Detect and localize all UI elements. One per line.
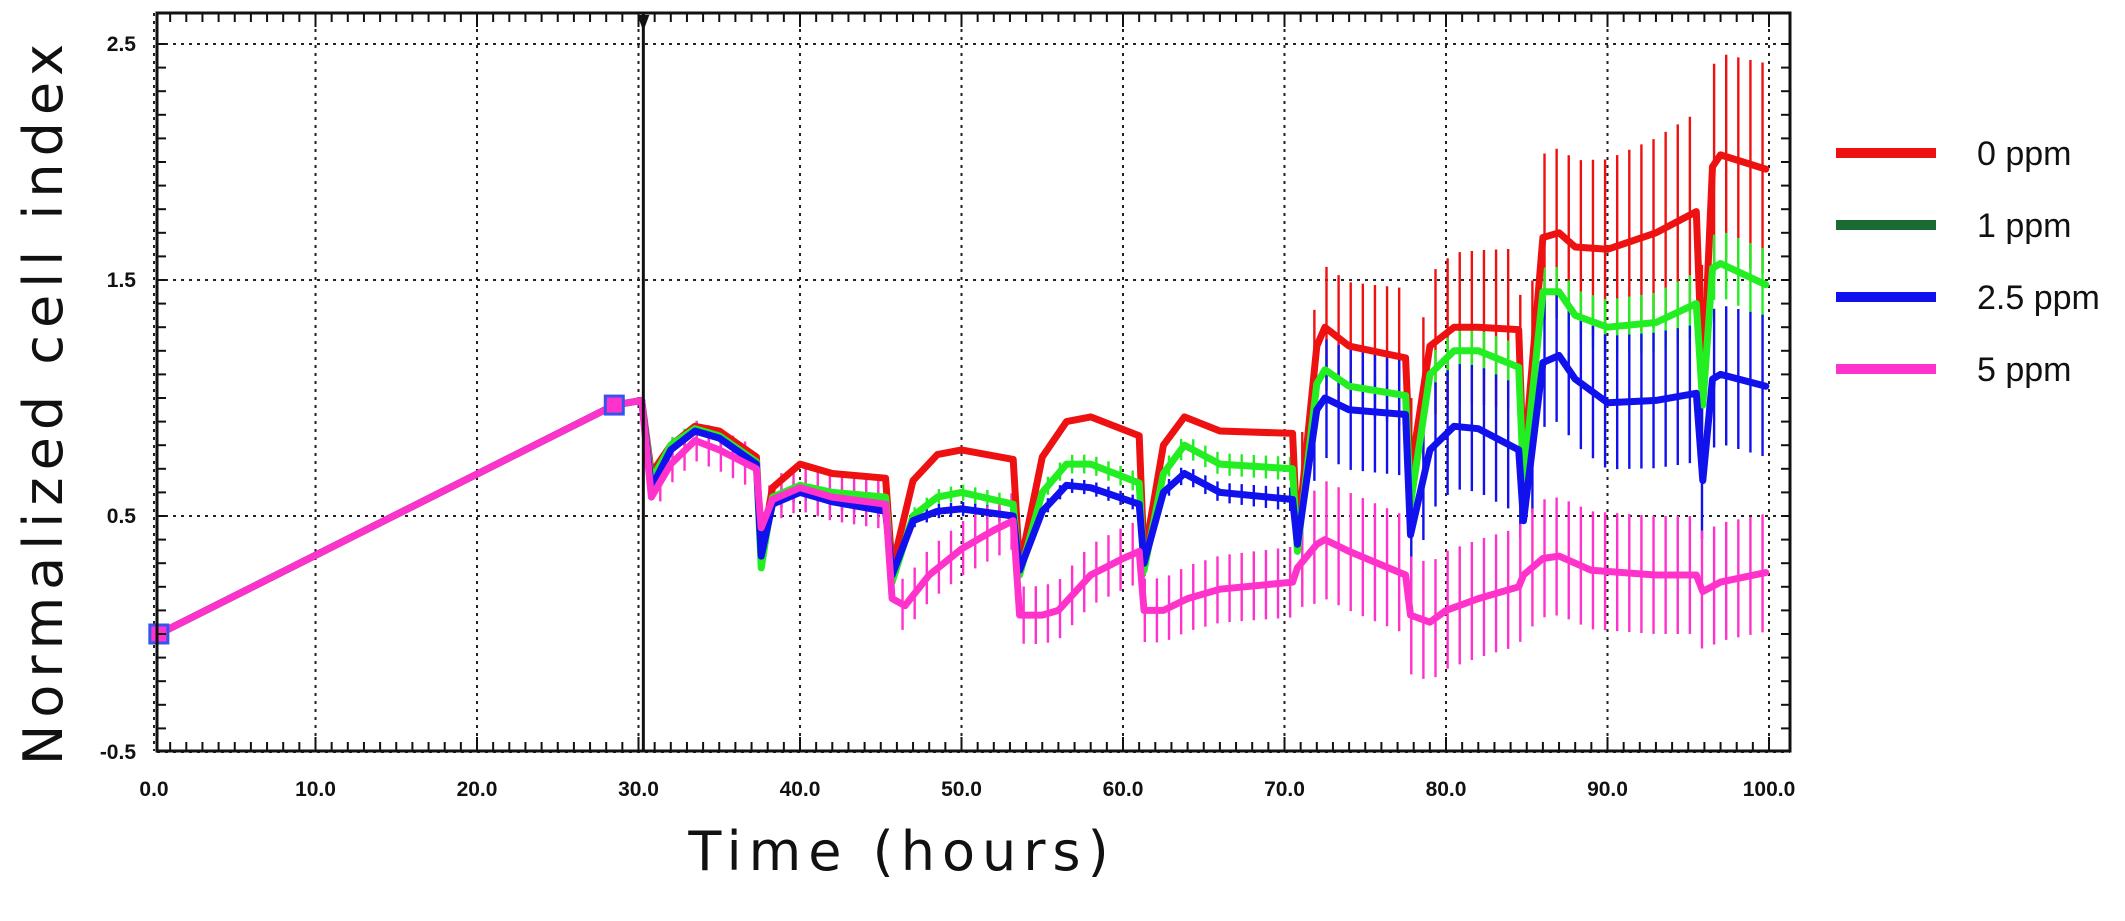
plot-frame xyxy=(155,11,1792,753)
x-axis-ticks: 0.0 10.0 20.0 30.0 40.0 50.0 60.0 70.0 80.0 90.0 1… xyxy=(139,778,1795,801)
x-tick-label: 70.0 xyxy=(1264,778,1305,801)
y-tick-label: 1.5 xyxy=(107,269,137,292)
legend-label: 2.5 ppm xyxy=(1977,279,2100,317)
legend-label: 5 ppm xyxy=(1977,351,2072,389)
error-bars xyxy=(646,54,1764,679)
y-axis-ticks: 2.5 1.5 0.5 -0.5 xyxy=(100,33,137,764)
x-tick-label: 0.0 xyxy=(139,778,168,801)
legend: 0 ppm 1 ppm 2.5 ppm 5 ppm xyxy=(1836,135,2100,389)
legend-label: 0 ppm xyxy=(1977,135,2072,173)
data-marker xyxy=(603,394,625,416)
y-tick-label: 0.5 xyxy=(107,505,137,528)
event-marker xyxy=(637,15,650,31)
x-tick-label: 80.0 xyxy=(1426,778,1467,801)
grid xyxy=(153,13,1790,753)
x-tick-label: 100.0 xyxy=(1743,778,1796,801)
x-tick-label: 50.0 xyxy=(941,778,982,801)
x-tick-label: 60.0 xyxy=(1103,778,1144,801)
series-line xyxy=(155,352,1770,638)
x-axis-title: Time (hours) xyxy=(687,820,1115,883)
y-tick-label: -0.5 xyxy=(100,741,137,764)
series-line xyxy=(155,260,1770,638)
y-axis-title: Normalized cell index xyxy=(12,37,75,765)
x-tick-label: 40.0 xyxy=(780,778,821,801)
x-tick-label: 90.0 xyxy=(1587,778,1628,801)
annotation xyxy=(637,13,650,751)
x-tick-label: 10.0 xyxy=(295,778,336,801)
series-lines xyxy=(155,151,1770,638)
series-line xyxy=(155,396,1770,638)
x-tick-label: 30.0 xyxy=(618,778,659,801)
plot-border xyxy=(155,11,1792,753)
y-tick-label: 2.5 xyxy=(107,33,137,56)
legend-label: 1 ppm xyxy=(1977,207,2072,245)
x-tick-label: 20.0 xyxy=(457,778,498,801)
